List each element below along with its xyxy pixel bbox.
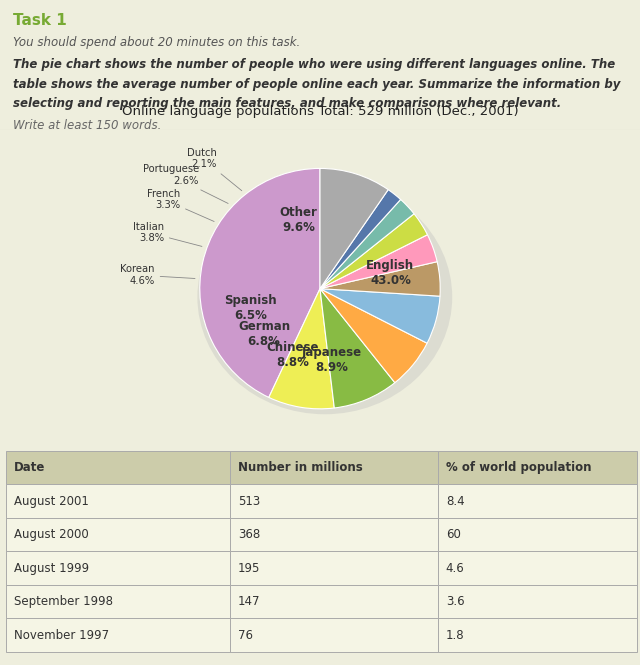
Bar <box>438 484 637 518</box>
Text: 8.4: 8.4 <box>446 495 465 507</box>
Wedge shape <box>269 289 334 409</box>
Text: November 1997: November 1997 <box>14 628 109 642</box>
Bar <box>230 551 438 585</box>
Bar <box>438 585 637 618</box>
Text: August 2001: August 2001 <box>14 495 89 507</box>
Text: Other
9.6%: Other 9.6% <box>280 205 317 234</box>
Text: Dutch
2.1%: Dutch 2.1% <box>188 148 242 191</box>
Text: Date: Date <box>14 462 45 474</box>
Bar <box>230 518 438 551</box>
Bar <box>438 451 637 484</box>
Wedge shape <box>320 235 437 289</box>
Wedge shape <box>320 200 414 289</box>
Text: Italian
3.8%: Italian 3.8% <box>132 221 202 247</box>
Bar <box>230 451 438 484</box>
Text: selecting and reporting the main features, and make comparisons where relevant.: selecting and reporting the main feature… <box>13 97 561 110</box>
Text: 60: 60 <box>446 528 461 541</box>
Text: Spanish
6.5%: Spanish 6.5% <box>224 294 276 322</box>
Text: 4.6: 4.6 <box>446 562 465 575</box>
Wedge shape <box>320 289 427 382</box>
Bar <box>438 518 637 551</box>
Bar <box>230 484 438 518</box>
Text: Portuguese
2.6%: Portuguese 2.6% <box>143 164 228 203</box>
Bar <box>230 618 438 652</box>
Text: 147: 147 <box>237 595 260 608</box>
Bar <box>438 618 637 652</box>
Bar <box>6 484 230 518</box>
Text: 76: 76 <box>237 628 253 642</box>
Text: September 1998: September 1998 <box>14 595 113 608</box>
Text: 1.8: 1.8 <box>446 628 465 642</box>
Bar <box>6 451 230 484</box>
Text: German
6.8%: German 6.8% <box>238 321 290 348</box>
Wedge shape <box>320 261 440 296</box>
Wedge shape <box>320 213 428 289</box>
Text: August 2000: August 2000 <box>14 528 89 541</box>
Wedge shape <box>320 289 395 408</box>
Bar <box>6 618 230 652</box>
Wedge shape <box>200 168 320 398</box>
Text: French
3.3%: French 3.3% <box>147 188 214 221</box>
Wedge shape <box>320 168 388 289</box>
Bar <box>438 551 637 585</box>
Ellipse shape <box>197 180 452 414</box>
Text: You should spend about 20 minutes on this task.: You should spend about 20 minutes on thi… <box>13 37 300 49</box>
Text: Number in millions: Number in millions <box>237 462 362 474</box>
Bar <box>6 551 230 585</box>
Text: 195: 195 <box>237 562 260 575</box>
Text: Task 1: Task 1 <box>13 13 67 28</box>
Wedge shape <box>320 289 440 343</box>
Wedge shape <box>320 190 401 289</box>
Bar <box>6 585 230 618</box>
Title: Online language populations Total: 529 million (Dec., 2001): Online language populations Total: 529 m… <box>122 105 518 118</box>
Text: August 1999: August 1999 <box>14 562 89 575</box>
Bar <box>6 518 230 551</box>
Text: 3.6: 3.6 <box>446 595 465 608</box>
Text: Japanese
8.9%: Japanese 8.9% <box>301 346 362 374</box>
Text: Korean
4.6%: Korean 4.6% <box>120 264 195 286</box>
Bar <box>230 585 438 618</box>
Text: Chinese
8.8%: Chinese 8.8% <box>266 341 319 369</box>
Text: The pie chart shows the number of people who were using different languages onli: The pie chart shows the number of people… <box>13 59 615 71</box>
Text: table shows the average number of people online each year. Summarize the informa: table shows the average number of people… <box>13 78 620 91</box>
Text: 513: 513 <box>237 495 260 507</box>
Text: English
43.0%: English 43.0% <box>366 259 415 287</box>
Text: 368: 368 <box>237 528 260 541</box>
Text: Write at least 150 words.: Write at least 150 words. <box>13 119 161 132</box>
Text: % of world population: % of world population <box>446 462 591 474</box>
